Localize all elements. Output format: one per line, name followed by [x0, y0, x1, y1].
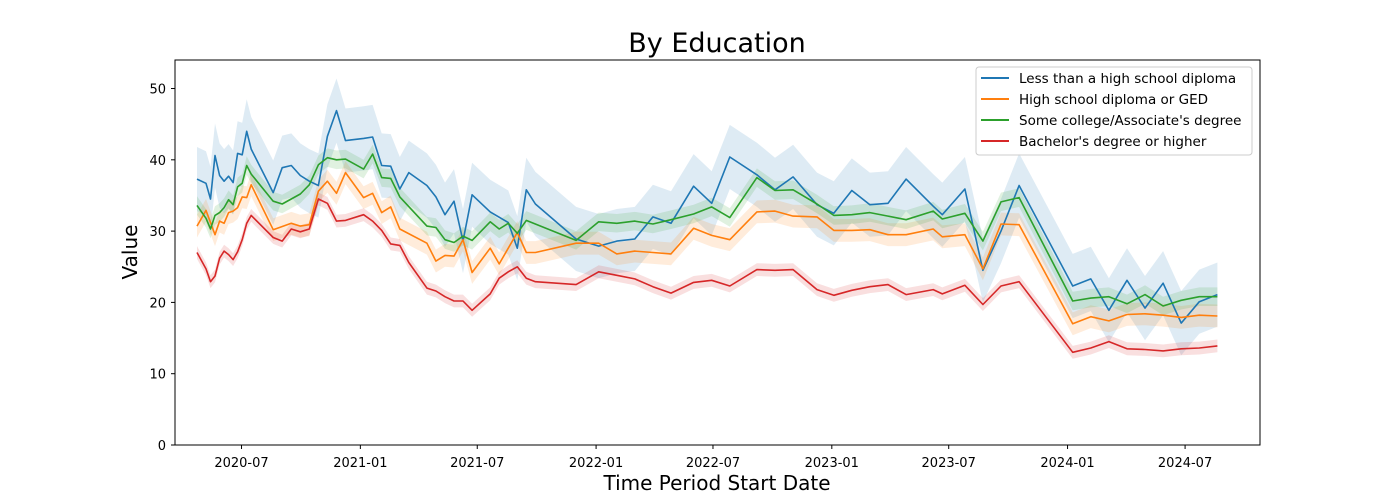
series-line-1 [196, 171, 1218, 325]
plot-frame [174, 59, 1261, 446]
x-tick-label: 2022-01 [569, 456, 623, 471]
legend-label: Bachelor's degree or higher [1019, 134, 1207, 150]
y-tick-label: 0 [158, 439, 166, 454]
series-line-0 [196, 109, 1218, 324]
x-tick-label: 2023-01 [805, 456, 859, 471]
legend: Less than a high school diploma High scho… [975, 66, 1253, 156]
y-tick-label: 50 [149, 83, 166, 98]
series-lines [196, 109, 1218, 354]
series-line-3 [196, 198, 1218, 354]
chart-title: By Education [628, 28, 806, 59]
x-tick-label: 2024-01 [1040, 456, 1094, 471]
legend-label: Less than a high school diploma [1019, 71, 1236, 87]
y-tick-label: 20 [149, 296, 166, 311]
legend-frame [975, 66, 1253, 156]
x-axis: 2020-07 2021-01 2021-07 2022-01 2022-07 2023-… [214, 445, 1212, 471]
y-tick-label: 10 [149, 368, 166, 383]
x-tick-label: 2020-07 [214, 456, 268, 471]
y-tick-label: 30 [149, 225, 166, 240]
x-axis-label: Time Period Start Date [602, 471, 830, 495]
legend-label: High school diploma or GED [1019, 92, 1208, 108]
y-axis-label: Value [118, 225, 142, 280]
x-tick-label: 2023-07 [922, 456, 976, 471]
confidence-band-0 [197, 78, 1218, 356]
x-tick-label: 2022-07 [686, 456, 740, 471]
series-line-2 [196, 153, 1218, 307]
y-tick-label: 40 [149, 154, 166, 169]
confidence-band-3 [197, 192, 1218, 359]
x-tick-label: 2021-01 [333, 456, 387, 471]
legend-label: Some college/Associate's degree [1019, 113, 1241, 129]
y-axis: 0 10 20 30 40 50 [149, 83, 175, 454]
x-tick-label: 2021-07 [450, 456, 504, 471]
x-tick-label: 2024-07 [1158, 456, 1212, 471]
